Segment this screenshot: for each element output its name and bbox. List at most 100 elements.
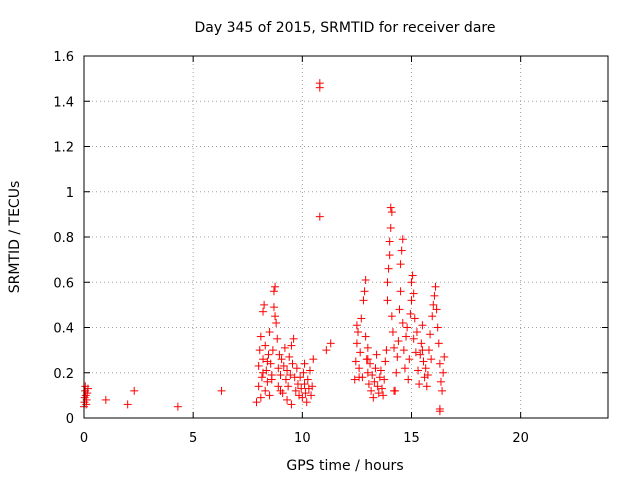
data-point [423,371,432,380]
grid [84,56,608,418]
data-point [298,393,307,402]
data-point [374,389,383,398]
data-point [384,264,393,273]
data-point [407,278,416,287]
data-point [352,339,361,348]
data-point [281,375,290,384]
data-point [428,312,437,321]
data-point [309,355,318,364]
y-tick-label: 1 [66,186,74,201]
data-point [259,307,268,316]
data-point [173,402,182,411]
data-point [397,246,406,255]
data-point [409,334,418,343]
y-tick-label: 1.2 [53,141,74,156]
plot-frame [83,55,609,419]
data-point [410,314,419,323]
data-point [255,346,264,355]
data-point [411,348,420,357]
x-tick-label: 0 [80,431,88,446]
data-point [286,371,295,380]
data-point [436,377,445,386]
data-point [419,357,428,366]
data-point [288,359,297,368]
data-point [387,208,396,217]
data-point [386,223,395,232]
data-point [322,346,331,355]
data-point [303,375,312,384]
data-point [301,389,310,398]
data-point [315,83,324,92]
data-point [274,364,283,373]
data-point [396,287,405,296]
data-point [433,323,442,332]
data-point [406,309,415,318]
data-point [305,366,314,375]
data-point [394,337,403,346]
data-point [285,352,294,361]
data-point [421,364,430,373]
data-point [355,373,364,382]
data-point [287,400,296,409]
data-point [382,346,391,355]
data-point [434,339,443,348]
data-point [381,357,390,366]
data-point [217,386,226,395]
data-point [404,375,413,384]
data-point [260,300,269,309]
data-point [261,341,270,350]
data-point [431,282,440,291]
data-point [395,305,404,314]
data-point [427,355,436,364]
axis-ticks [83,55,608,419]
data-point [432,305,441,314]
data-point [373,382,382,391]
y-tick-label: 0.4 [53,322,74,337]
y-tick-labels: 0 0.2 0.4 0.6 0.8 1 1.2 1.4 1.6 [53,50,74,427]
data-point [275,350,284,359]
data-point [283,366,292,375]
x-tick-label: 15 [403,431,420,446]
x-tick-label: 5 [189,431,197,446]
data-point [300,380,309,389]
data-point [283,395,292,404]
data-point [386,203,395,212]
data-point [430,291,439,300]
data-point [392,368,401,377]
data-point [398,318,407,327]
data-point [83,389,92,398]
data-point [361,332,370,341]
data-point [372,350,381,359]
data-point [271,312,280,321]
x-tick-label: 20 [512,431,529,446]
data-point [403,323,412,332]
data-point [257,373,266,382]
data-point [355,364,364,373]
data-point [380,375,389,384]
data-point [426,330,435,339]
data-point [83,384,92,393]
data-point [278,389,287,398]
data-point [81,391,90,400]
data-point [376,366,385,375]
y-tick-label: 0.6 [53,276,74,291]
data-point [438,386,447,395]
data-point [370,377,379,386]
y-axis-title: SRMTID / TECUs [7,181,23,294]
data-point [363,368,372,377]
data-point [399,346,408,355]
data-point [361,275,370,284]
data-point [269,287,278,296]
data-point [292,364,301,373]
data-point [371,364,380,373]
data-point [267,371,276,380]
y-tick-label: 0 [66,412,74,427]
data-point [383,296,392,305]
data-point [354,328,363,337]
data-point [315,212,324,221]
data-point [289,334,298,343]
data-point [297,384,306,393]
data-point [417,339,426,348]
data-point [379,391,388,400]
